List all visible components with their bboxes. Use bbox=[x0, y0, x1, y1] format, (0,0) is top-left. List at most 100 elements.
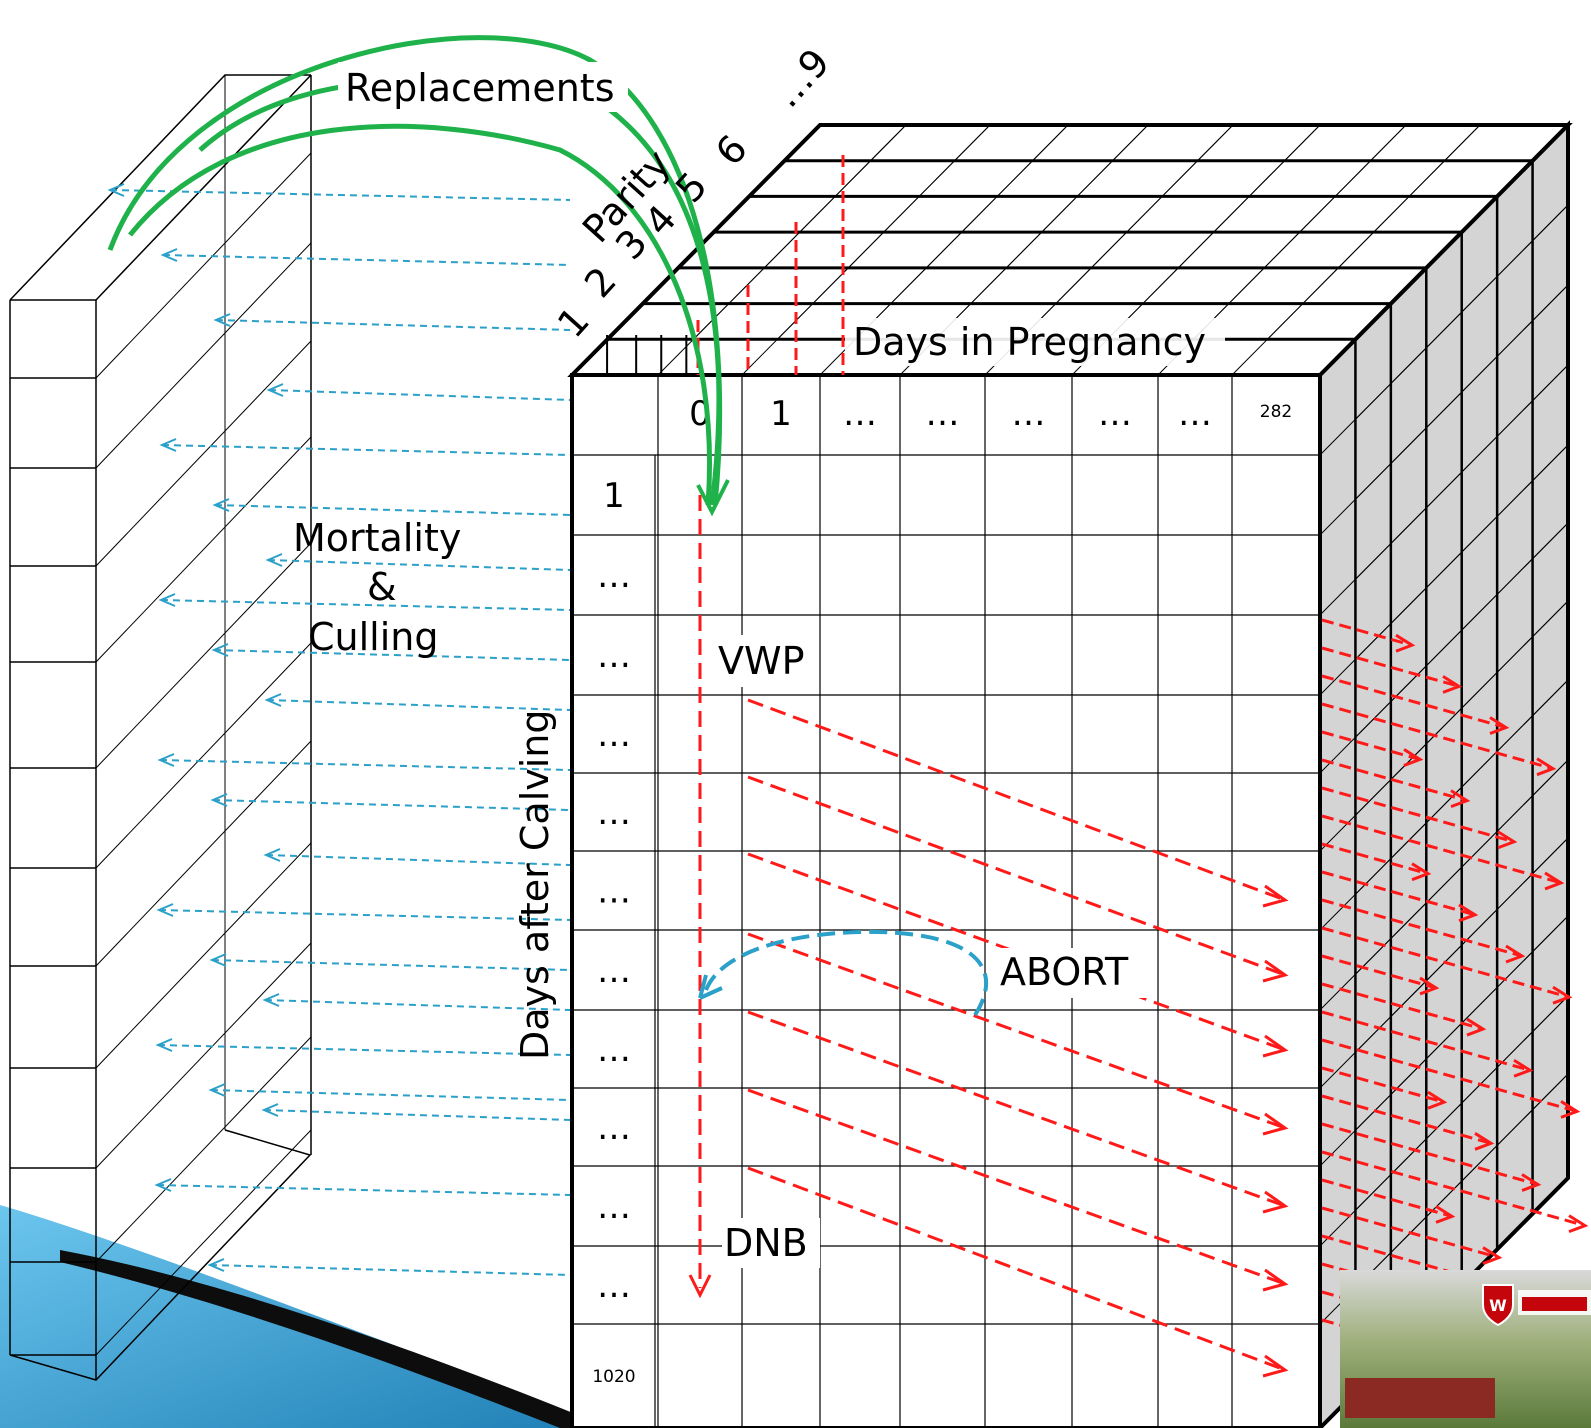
exit-box-row-diag bbox=[95, 1129, 312, 1356]
cube-side-hatch bbox=[1461, 356, 1498, 393]
calving-row-label: … bbox=[597, 1030, 631, 1070]
cube-side-hatch bbox=[1496, 1213, 1533, 1250]
cube-top-hatch bbox=[870, 124, 907, 162]
parity-tick-label: 6 bbox=[707, 127, 756, 174]
side-transition-arrow bbox=[1321, 1094, 1492, 1145]
exit-arrowhead bbox=[210, 793, 228, 807]
exit-arrowhead bbox=[261, 1103, 279, 1117]
cube-top-hatch bbox=[1373, 196, 1410, 233]
cube-side-hatch bbox=[1461, 276, 1498, 313]
cube-side-hatch bbox=[1532, 364, 1569, 402]
cube-top-hatch bbox=[918, 160, 955, 197]
exit-arrow bbox=[109, 189, 571, 201]
exit-box-row-diag bbox=[95, 542, 312, 769]
pregnancy-column-label: … bbox=[926, 394, 960, 434]
calving-row-label: … bbox=[597, 636, 631, 676]
side-transition-arrow bbox=[1321, 674, 1507, 729]
exit-arrowhead bbox=[159, 438, 177, 452]
cube-side-hatch bbox=[1355, 383, 1392, 420]
cube-top-hatch bbox=[1302, 267, 1339, 304]
exit-arrow bbox=[156, 1184, 571, 1196]
exit-arrowhead bbox=[160, 248, 178, 262]
side-transition-arrowhead bbox=[1427, 1090, 1448, 1110]
side-transition-arrowhead bbox=[1521, 1173, 1542, 1192]
exit-arrow bbox=[161, 444, 571, 456]
cube-side-hatch bbox=[1532, 284, 1569, 322]
side-transition-arrowhead bbox=[1544, 871, 1565, 891]
exit-arrowhead bbox=[211, 643, 229, 657]
cube-side-hatch bbox=[1390, 507, 1427, 544]
exit-box-row-diag bbox=[95, 842, 312, 1069]
cube-top-hatch bbox=[607, 303, 644, 340]
side-transition-arrowhead bbox=[1536, 757, 1557, 777]
transition-arrowhead bbox=[1262, 1034, 1289, 1058]
cube-side-hatch bbox=[1390, 1138, 1427, 1175]
side-transition-arrow bbox=[1321, 898, 1523, 958]
side-transition-arrow bbox=[1321, 814, 1562, 885]
cube-side-hatch bbox=[1496, 951, 1533, 988]
exit-arrow bbox=[267, 559, 571, 571]
cube-side-hatch bbox=[1390, 980, 1427, 1017]
cube-top-hatch bbox=[970, 267, 1007, 304]
cube-side-hatch bbox=[1355, 779, 1392, 816]
cube-top-hatch bbox=[799, 196, 836, 233]
cube-top-hatch bbox=[1161, 160, 1198, 197]
exit-arrow bbox=[265, 854, 571, 866]
transition-arrowhead bbox=[1262, 959, 1289, 983]
cube-top-hatch bbox=[713, 196, 750, 233]
side-transition-arrowhead bbox=[1568, 1214, 1589, 1234]
pregnancy-column-label: … bbox=[1098, 394, 1132, 434]
cube-top-hatch bbox=[1142, 267, 1179, 304]
cube-top-hatch bbox=[1334, 160, 1371, 197]
cube-top-hatch bbox=[847, 231, 885, 269]
cube-side-hatch bbox=[1355, 701, 1392, 738]
cube-side-hatch bbox=[1461, 594, 1498, 631]
exit-box-row-diag bbox=[95, 942, 312, 1169]
side-transition-arrowhead bbox=[1505, 944, 1526, 964]
exit-arrow bbox=[159, 759, 571, 771]
cube-side-hatch bbox=[1425, 1102, 1463, 1140]
side-transition-arrowhead bbox=[1474, 1132, 1495, 1151]
parity-tick-label: …9 bbox=[764, 40, 838, 116]
exit-arrow bbox=[264, 999, 571, 1011]
cube-top-hatch bbox=[1005, 231, 1043, 269]
cube-side-hatch bbox=[1532, 1177, 1569, 1215]
cube-side-hatch bbox=[1355, 303, 1392, 340]
exit-arrowhead bbox=[158, 593, 176, 607]
cube-side-hatch bbox=[1532, 915, 1569, 953]
cube-top-hatch bbox=[763, 231, 801, 269]
side-transition-arrowhead bbox=[1395, 633, 1416, 653]
cube-top-hatch bbox=[1213, 196, 1250, 233]
cube-side-hatch bbox=[1532, 837, 1569, 875]
days-in-pregnancy-label: Days in Pregnancy bbox=[853, 320, 1206, 364]
exit-arrowhead bbox=[209, 953, 227, 967]
cube-top-hatch bbox=[1408, 160, 1445, 197]
cube-side-hatch bbox=[1390, 267, 1427, 304]
university-logo: W bbox=[1340, 1270, 1591, 1428]
cube-side-hatch bbox=[1461, 987, 1498, 1024]
cube-top-hatch bbox=[1197, 124, 1234, 162]
side-transition-arrow bbox=[1321, 618, 1413, 647]
side-transition-arrowhead bbox=[1419, 976, 1440, 996]
side-transition-arrowhead bbox=[1513, 1058, 1534, 1078]
cube-top-hatch bbox=[961, 196, 998, 233]
side-transition-arrowhead bbox=[1411, 862, 1432, 882]
exit-arrow bbox=[268, 389, 571, 401]
calving-row-label: … bbox=[597, 1187, 631, 1227]
calving-row-label: … bbox=[597, 1266, 631, 1306]
exit-box-row-diag bbox=[95, 1036, 312, 1263]
cube-side-hatch bbox=[1390, 1216, 1427, 1253]
exit-arrow bbox=[215, 319, 571, 331]
cube-side-hatch bbox=[1425, 866, 1463, 904]
cube-side-hatch bbox=[1355, 1174, 1392, 1211]
calving-row-label: 1 bbox=[603, 476, 625, 516]
calving-row-label: … bbox=[597, 556, 631, 596]
side-transition-arrow bbox=[1321, 982, 1484, 1031]
cube-top-hatch bbox=[1248, 160, 1285, 197]
cube-top-hatch bbox=[890, 267, 927, 304]
cube-side-hatch bbox=[1496, 1109, 1533, 1146]
side-transition-arrow bbox=[1321, 786, 1515, 844]
cube-top-hatch bbox=[1337, 231, 1375, 269]
cube-top-hatch bbox=[1126, 196, 1163, 233]
